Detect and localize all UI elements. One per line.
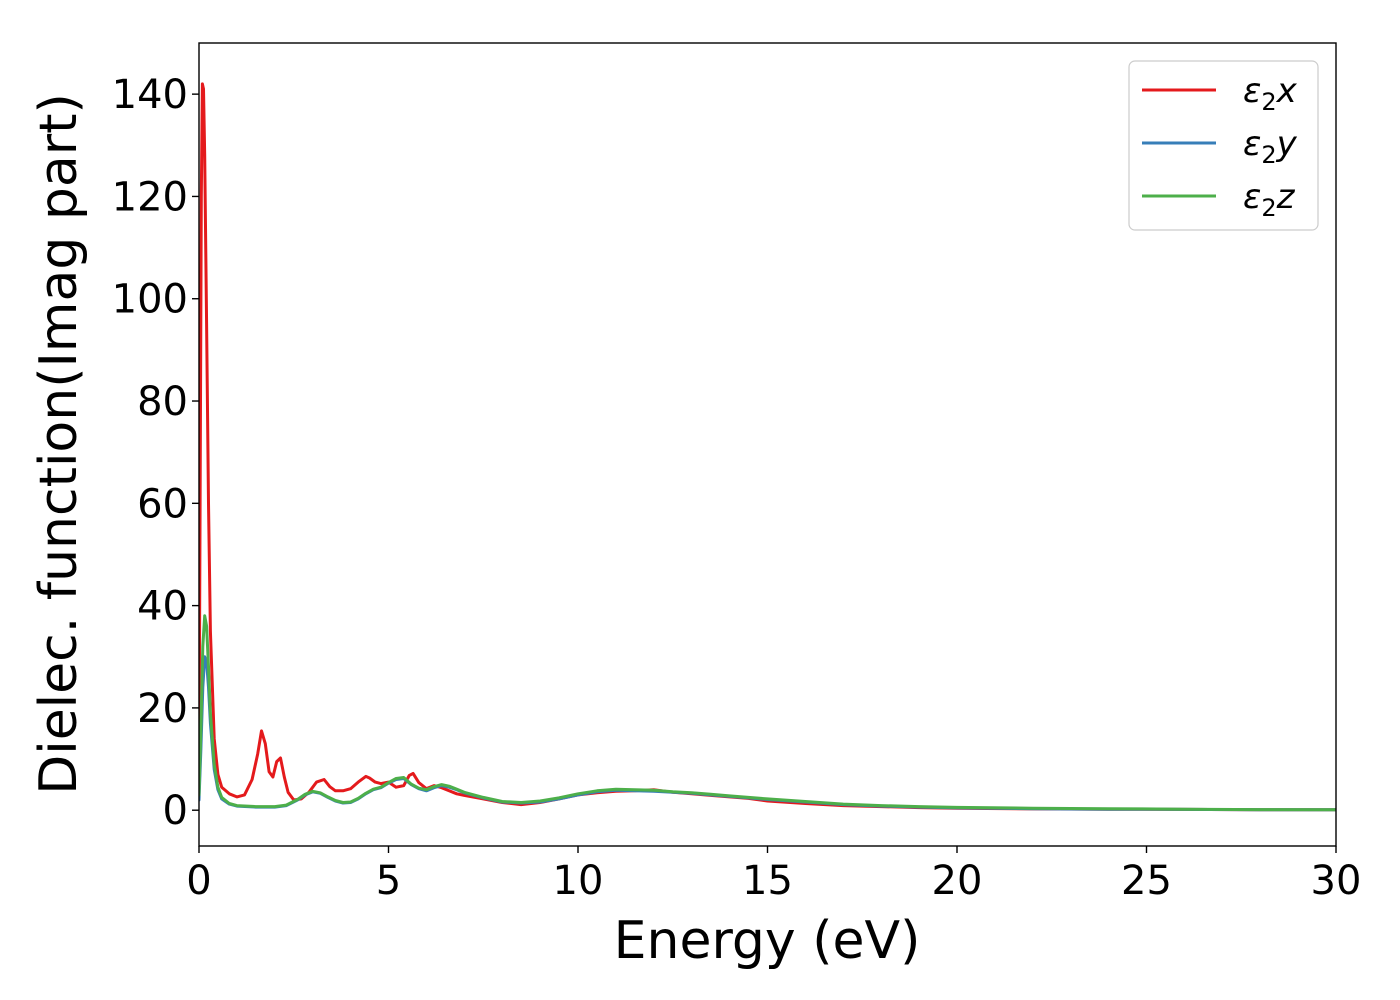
y-tick-label: 60: [137, 481, 188, 527]
legend-subscript: 2: [1261, 88, 1276, 116]
legend-label-y: ε2y: [1243, 124, 1298, 169]
legend-symbol: ε: [1243, 71, 1261, 111]
x-tick-label: 30: [1311, 858, 1362, 904]
legend-symbol: ε: [1243, 124, 1261, 164]
x-tick-label: 10: [553, 858, 604, 904]
legend-axis-letter: z: [1276, 177, 1296, 217]
x-axis-ticks: 0 5 10 15 20 25 30: [186, 846, 1361, 904]
x-tick-label: 0: [186, 858, 211, 904]
y-tick-label: 120: [112, 174, 188, 220]
legend-symbol: ε: [1243, 177, 1261, 217]
legend-label-z: ε2z: [1243, 177, 1296, 222]
legend-label-x: ε2x: [1243, 71, 1298, 116]
x-tick-label: 5: [376, 858, 401, 904]
legend-box: [1128, 60, 1319, 231]
x-tick-label: 20: [932, 858, 983, 904]
legend-subscript: 2: [1261, 194, 1276, 222]
y-tick-label: 20: [137, 686, 188, 732]
legend-axis-letter: y: [1276, 124, 1298, 164]
y-axis-title: Dielec. function(Imag part): [29, 93, 89, 795]
x-tick-label: 15: [742, 858, 793, 904]
y-tick-label: 140: [112, 72, 188, 118]
x-tick-label: 25: [1121, 858, 1172, 904]
legend-axis-letter: x: [1276, 71, 1298, 111]
series-line-z: [199, 614, 1336, 812]
x-axis-title: Energy (eV): [614, 911, 921, 971]
legend-subscript: 2: [1261, 141, 1276, 169]
y-tick-label: 40: [137, 584, 188, 630]
y-tick-label: 100: [112, 277, 188, 323]
series-layer: [199, 82, 1336, 812]
y-tick-label: 80: [137, 379, 188, 425]
y-tick-label: 0: [163, 788, 188, 834]
y-axis-ticks: 0 20 40 60 80 100 120 140: [112, 72, 199, 834]
